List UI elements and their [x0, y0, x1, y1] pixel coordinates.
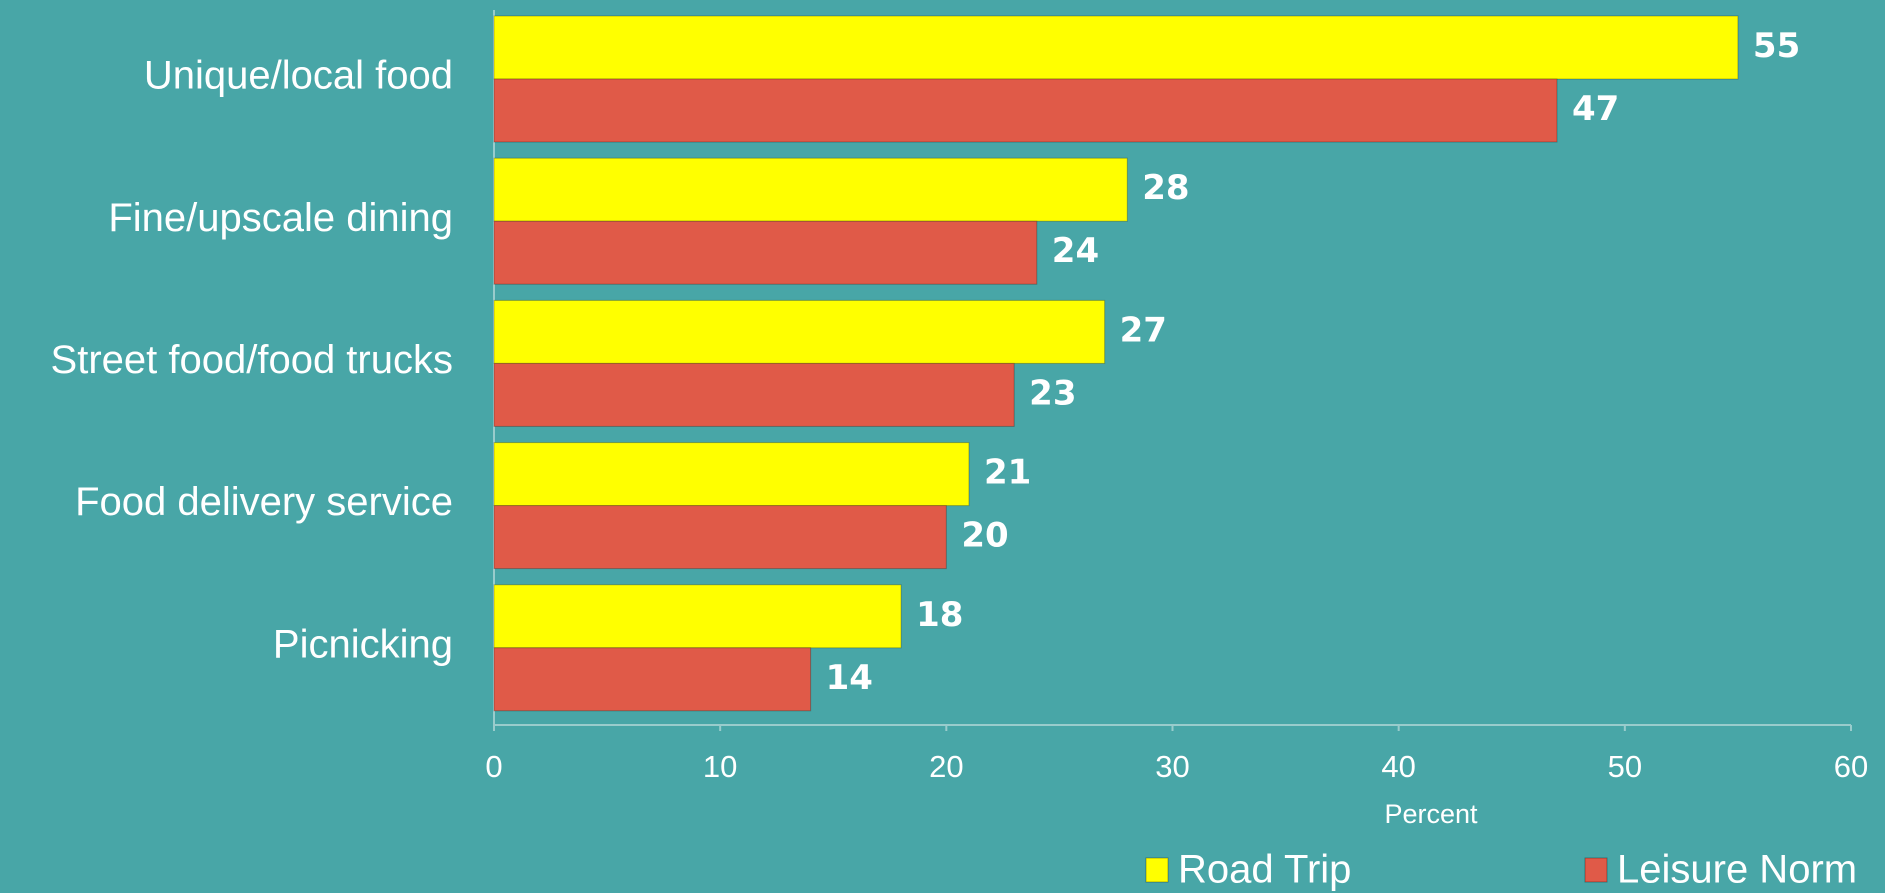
data-label: 24 — [1052, 231, 1099, 271]
data-label: 20 — [961, 516, 1008, 556]
bar — [493, 362, 1015, 427]
y-tick-label: Picnicking — [273, 622, 453, 666]
bar — [493, 157, 1128, 222]
x-tick-label: 20 — [929, 749, 963, 784]
bar — [493, 584, 902, 649]
legend-swatch — [1584, 857, 1608, 883]
bar — [493, 220, 1038, 285]
data-label: 47 — [1572, 89, 1619, 129]
x-tick-label: 10 — [703, 749, 737, 784]
legend-label: Road Trip — [1178, 848, 1351, 892]
data-label: 55 — [1753, 26, 1800, 66]
data-label: 21 — [984, 453, 1031, 493]
bar — [493, 15, 1739, 80]
data-label: 14 — [826, 658, 873, 698]
x-tick-label: 40 — [1381, 749, 1415, 784]
bar — [493, 299, 1106, 364]
x-tick-label: 50 — [1608, 749, 1642, 784]
x-tick-label: 60 — [1834, 749, 1868, 784]
data-label: 18 — [916, 595, 963, 635]
bar — [493, 442, 970, 507]
data-label: 27 — [1120, 310, 1167, 350]
bar — [493, 505, 947, 570]
data-label: 23 — [1029, 373, 1076, 413]
y-tick-label: Fine/upscale dining — [108, 196, 453, 240]
legend-swatch — [1145, 857, 1169, 883]
legend-label: Leisure Norm — [1617, 848, 1857, 892]
bar — [493, 647, 812, 712]
data-label: 28 — [1142, 168, 1189, 208]
x-tick-label: 0 — [485, 749, 502, 784]
y-tick-label: Street food/food trucks — [51, 338, 453, 382]
x-tick-label: 30 — [1155, 749, 1189, 784]
x-axis-label: Percent — [1384, 799, 1478, 829]
y-tick-label: Food delivery service — [75, 480, 453, 524]
bar — [493, 78, 1558, 143]
y-tick-label: Unique/local food — [144, 54, 453, 98]
